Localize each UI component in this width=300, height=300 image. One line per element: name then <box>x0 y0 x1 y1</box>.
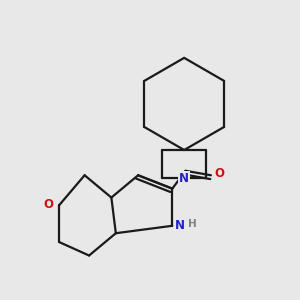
Text: O: O <box>215 167 225 180</box>
Text: O: O <box>43 199 53 212</box>
Text: N: N <box>179 172 189 185</box>
Text: H: H <box>188 219 197 229</box>
Text: N: N <box>175 219 185 232</box>
